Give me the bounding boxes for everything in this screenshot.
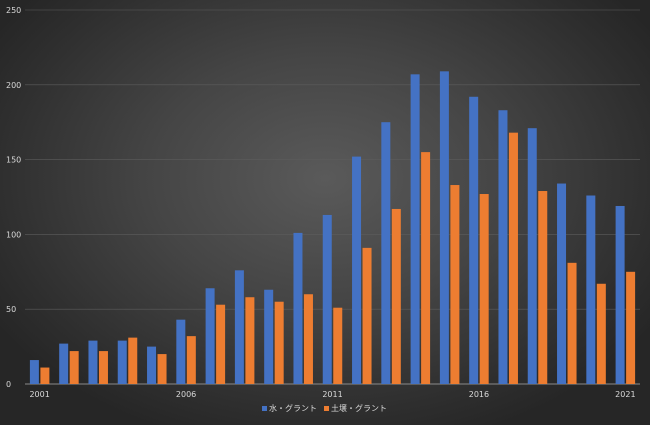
bar-soil-2016 bbox=[479, 194, 489, 384]
bar-water-2013 bbox=[381, 122, 391, 384]
bar-soil-2007 bbox=[216, 304, 226, 384]
bar-water-2010 bbox=[293, 232, 303, 384]
bar-soil-2006 bbox=[186, 336, 196, 384]
x-axis-ticks: 2001 2006 2011 2016 2021 bbox=[29, 390, 635, 399]
bar-water-2012 bbox=[352, 156, 362, 384]
bar-soil-2005 bbox=[157, 354, 167, 384]
bar-water-2021 bbox=[615, 205, 625, 384]
legend-swatch-water bbox=[262, 406, 267, 411]
bar-soil-2010 bbox=[303, 294, 313, 384]
bar-water-2015 bbox=[439, 71, 449, 384]
bar-water-2002 bbox=[59, 343, 69, 384]
bar-soil-2020 bbox=[596, 283, 606, 384]
bar-soil-2021 bbox=[626, 271, 636, 384]
bar-soil-2019 bbox=[567, 262, 577, 384]
bar-soil-2015 bbox=[450, 185, 460, 384]
bar-soil-2017 bbox=[508, 132, 518, 384]
legend-label-soil: 土壌・グラント bbox=[331, 403, 387, 413]
bar-soil-2014 bbox=[421, 152, 431, 384]
bar-water-2019 bbox=[557, 183, 567, 384]
y-tick-label: 50 bbox=[6, 305, 16, 314]
gridlines bbox=[25, 9, 640, 385]
bar-soil-2009 bbox=[274, 301, 284, 384]
x-tick-label: 2011 bbox=[322, 390, 342, 399]
bar-soil-2002 bbox=[69, 351, 79, 384]
bar-soil-2013 bbox=[391, 208, 401, 384]
bar-water-2006 bbox=[176, 319, 186, 384]
y-tick-label: 150 bbox=[6, 156, 21, 165]
x-tick-label: 2001 bbox=[29, 390, 49, 399]
y-tick-label: 0 bbox=[6, 380, 11, 389]
legend-label-water: 水・グラント bbox=[269, 403, 317, 413]
bar-soil-2003 bbox=[98, 351, 108, 384]
bars bbox=[29, 71, 636, 385]
bar-water-2007 bbox=[205, 288, 215, 384]
x-tick-label: 2006 bbox=[176, 390, 196, 399]
bar-water-2005 bbox=[147, 346, 157, 384]
y-tick-label: 100 bbox=[6, 230, 21, 239]
y-axis-ticks: 0 50 100 150 200 250 bbox=[6, 6, 21, 389]
y-tick-label: 200 bbox=[6, 81, 21, 90]
legend: 水・グラント 土壌・グラント bbox=[262, 403, 387, 413]
bar-water-2016 bbox=[469, 96, 479, 384]
bar-soil-2008 bbox=[245, 297, 255, 384]
bar-soil-2012 bbox=[362, 247, 372, 384]
x-tick-label: 2016 bbox=[469, 390, 489, 399]
y-tick-label: 250 bbox=[6, 6, 21, 15]
bar-water-2001 bbox=[29, 360, 39, 384]
bar-water-2008 bbox=[234, 270, 244, 384]
bar-water-2014 bbox=[410, 74, 420, 384]
bar-water-2020 bbox=[586, 195, 596, 384]
x-tick-label: 2021 bbox=[615, 390, 635, 399]
bar-water-2003 bbox=[88, 340, 98, 384]
bar-water-2011 bbox=[322, 214, 332, 384]
bar-soil-2018 bbox=[538, 191, 548, 384]
bar-soil-2011 bbox=[333, 307, 343, 384]
legend-swatch-soil bbox=[324, 406, 329, 411]
bar-soil-2004 bbox=[128, 337, 138, 384]
bar-water-2018 bbox=[527, 128, 537, 384]
bar-water-2004 bbox=[117, 340, 127, 384]
bar-soil-2001 bbox=[40, 367, 50, 384]
bar-water-2009 bbox=[264, 289, 274, 384]
bar-water-2017 bbox=[498, 110, 508, 385]
